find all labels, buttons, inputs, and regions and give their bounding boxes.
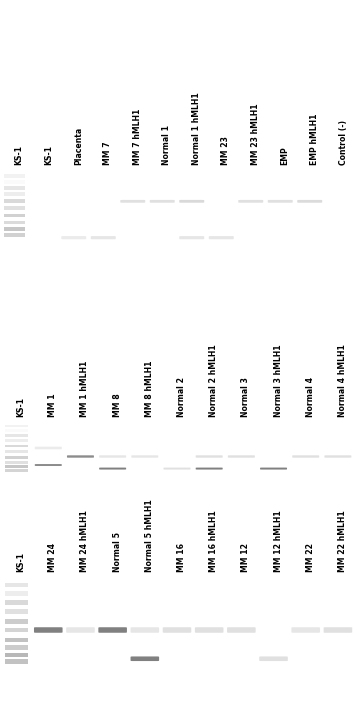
Text: Normal 5: Normal 5 <box>113 532 122 573</box>
FancyBboxPatch shape <box>179 236 204 239</box>
Text: MM 8 hMLH1: MM 8 hMLH1 <box>145 360 154 417</box>
Text: Normal 3 hMLH1: Normal 3 hMLH1 <box>274 344 282 417</box>
FancyBboxPatch shape <box>150 200 175 203</box>
Text: Control (-): Control (-) <box>339 120 348 165</box>
Bar <box>5 470 28 472</box>
FancyBboxPatch shape <box>67 456 94 458</box>
Bar <box>4 214 25 217</box>
Bar <box>5 583 28 587</box>
FancyBboxPatch shape <box>98 627 127 633</box>
FancyBboxPatch shape <box>35 464 62 466</box>
Text: Normal 1: Normal 1 <box>162 125 171 165</box>
Text: MM 1 hMLH1: MM 1 hMLH1 <box>80 361 90 417</box>
FancyBboxPatch shape <box>163 627 191 633</box>
FancyBboxPatch shape <box>195 627 223 633</box>
Bar <box>5 425 28 428</box>
FancyBboxPatch shape <box>131 456 158 458</box>
Bar <box>5 645 28 650</box>
FancyBboxPatch shape <box>209 236 234 239</box>
FancyBboxPatch shape <box>297 200 322 203</box>
Text: Normal 3: Normal 3 <box>241 377 250 417</box>
Bar <box>4 207 25 210</box>
Text: MM 24 hMLH1: MM 24 hMLH1 <box>80 510 90 573</box>
Bar <box>5 627 28 632</box>
FancyBboxPatch shape <box>260 468 287 470</box>
Bar <box>5 439 28 442</box>
Bar <box>4 186 25 190</box>
Bar <box>5 444 28 447</box>
FancyBboxPatch shape <box>291 627 320 633</box>
Bar <box>5 434 28 437</box>
Bar <box>4 233 25 236</box>
Bar <box>4 199 25 203</box>
Bar <box>4 174 25 178</box>
FancyBboxPatch shape <box>99 468 126 470</box>
Text: KS-1: KS-1 <box>15 144 24 165</box>
Text: MM 12: MM 12 <box>241 543 250 573</box>
Text: MM 22 hMLH1: MM 22 hMLH1 <box>338 510 347 573</box>
Text: MM 7 hMLH1: MM 7 hMLH1 <box>133 109 142 165</box>
Bar <box>5 429 28 432</box>
Text: MM 12 hMLH1: MM 12 hMLH1 <box>274 510 282 573</box>
Text: EMP hMLH1: EMP hMLH1 <box>310 113 319 165</box>
Bar <box>5 609 28 613</box>
FancyBboxPatch shape <box>131 627 159 633</box>
Bar <box>5 456 28 458</box>
Text: KS-1: KS-1 <box>16 397 25 417</box>
FancyBboxPatch shape <box>34 627 63 633</box>
Text: MM 8: MM 8 <box>113 393 122 417</box>
Bar <box>5 592 28 596</box>
FancyBboxPatch shape <box>99 456 126 458</box>
Text: Placenta: Placenta <box>74 127 83 165</box>
FancyBboxPatch shape <box>268 200 293 203</box>
Text: Normal 4: Normal 4 <box>306 377 315 417</box>
FancyBboxPatch shape <box>61 236 86 239</box>
FancyBboxPatch shape <box>91 236 116 239</box>
Text: Normal 5 hMLH1: Normal 5 hMLH1 <box>145 500 154 573</box>
Bar <box>5 600 28 605</box>
FancyBboxPatch shape <box>238 200 263 203</box>
FancyBboxPatch shape <box>324 627 352 633</box>
FancyBboxPatch shape <box>120 200 145 203</box>
Text: Normal 2 hMLH1: Normal 2 hMLH1 <box>209 344 218 417</box>
Text: MM 16: MM 16 <box>177 543 186 573</box>
Text: MM 24: MM 24 <box>48 543 57 573</box>
Text: MM 22: MM 22 <box>306 543 315 573</box>
Bar <box>5 659 28 664</box>
FancyBboxPatch shape <box>292 456 319 458</box>
Text: Normal 1 hMLH1: Normal 1 hMLH1 <box>192 92 201 165</box>
FancyBboxPatch shape <box>66 627 95 633</box>
Bar <box>5 619 28 624</box>
Text: Normal 2: Normal 2 <box>177 377 186 417</box>
Bar <box>4 180 25 184</box>
Text: MM 1: MM 1 <box>48 393 57 417</box>
Text: MM 23 hMLH1: MM 23 hMLH1 <box>251 103 260 165</box>
Text: Normal 4 hMLH1: Normal 4 hMLH1 <box>338 344 347 417</box>
FancyBboxPatch shape <box>164 468 190 470</box>
Bar <box>5 638 28 642</box>
FancyBboxPatch shape <box>35 447 62 449</box>
FancyBboxPatch shape <box>259 656 288 661</box>
FancyBboxPatch shape <box>228 456 255 458</box>
FancyBboxPatch shape <box>196 456 223 458</box>
Text: KS-1: KS-1 <box>44 144 53 165</box>
Bar <box>4 192 25 196</box>
Bar <box>5 461 28 463</box>
Bar <box>5 450 28 453</box>
Bar <box>4 226 25 231</box>
Text: KS-1: KS-1 <box>16 552 25 573</box>
FancyBboxPatch shape <box>196 468 223 470</box>
Text: MM 7: MM 7 <box>103 141 112 165</box>
FancyBboxPatch shape <box>227 627 256 633</box>
Bar <box>5 653 28 658</box>
Text: MM 23: MM 23 <box>221 136 230 165</box>
Bar <box>4 221 25 224</box>
Text: MM 16 hMLH1: MM 16 hMLH1 <box>209 510 218 573</box>
FancyBboxPatch shape <box>131 656 159 661</box>
Text: EMP: EMP <box>280 146 289 165</box>
FancyBboxPatch shape <box>179 200 204 203</box>
FancyBboxPatch shape <box>324 456 352 458</box>
Bar <box>5 465 28 468</box>
